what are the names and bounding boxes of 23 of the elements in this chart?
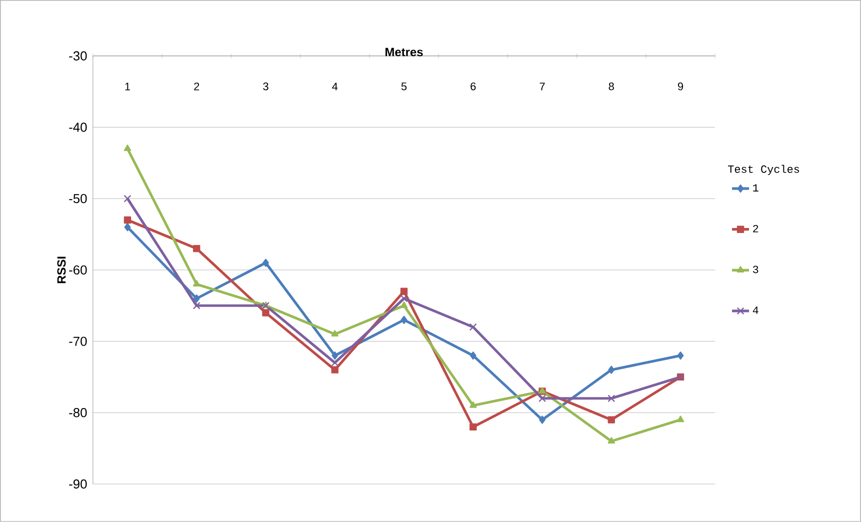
x-tick-label: 9 bbox=[678, 82, 684, 90]
x-tick-label: 3 bbox=[263, 82, 268, 90]
legend-label: 3 bbox=[752, 266, 758, 274]
x-tick-label: 4 bbox=[332, 82, 338, 90]
x-tick-label: 5 bbox=[401, 82, 407, 90]
x-tick-label: 1 bbox=[125, 82, 130, 90]
y-tick-label: -90 bbox=[69, 479, 87, 489]
x-tick-label: 6 bbox=[470, 82, 476, 90]
y-tick-label: -30 bbox=[69, 51, 87, 61]
y-axis-title: RSSI bbox=[57, 256, 66, 284]
y-tick-label: -70 bbox=[69, 336, 87, 346]
legend-label: 4 bbox=[752, 306, 758, 314]
legend-label: 2 bbox=[753, 224, 758, 232]
legend-label: 1 bbox=[753, 184, 758, 192]
y-tick-label: -40 bbox=[69, 122, 87, 132]
y-tick-label: -50 bbox=[69, 194, 87, 204]
legend-title: Test Cycles bbox=[728, 164, 800, 176]
y-tick-label: -60 bbox=[69, 265, 87, 275]
x-axis-title: Metres bbox=[386, 48, 423, 56]
x-tick-label: 2 bbox=[194, 82, 200, 90]
x-tick-label: 7 bbox=[540, 82, 545, 90]
x-tick-label: 8 bbox=[608, 82, 614, 90]
y-tick-label: -80 bbox=[69, 408, 87, 418]
